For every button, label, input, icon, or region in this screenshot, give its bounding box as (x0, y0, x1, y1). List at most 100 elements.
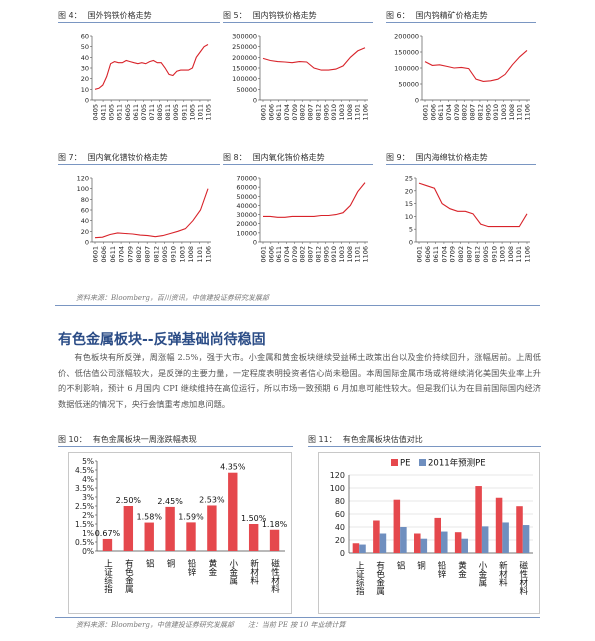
fig6-xtick-label: 0611 (437, 104, 445, 121)
fig11-ytick-label: 60 (335, 510, 345, 519)
fig11-category-label: 有色金属 (375, 560, 385, 596)
fig7-title: 图 7： 国内氧化镨钕价格走势 (58, 153, 168, 162)
fig11-ytick-label: 20 (335, 536, 345, 545)
fig5-xtick-label: 0905 (322, 104, 330, 121)
fig11-bar-forecast-pe (522, 525, 530, 553)
fig10-title-rule (58, 446, 293, 447)
fig8-ytick-label: 0 (253, 239, 257, 247)
fig9-xtick-label: 0606 (424, 246, 432, 263)
fig4-ytick-label: 30 (81, 65, 89, 73)
fig6-xtick-label: 0905 (484, 104, 492, 121)
fig10-bar (186, 522, 196, 551)
fig10-bar (207, 505, 217, 551)
fig11-category-label: 磁性材料 (518, 560, 528, 596)
fig7-xtick-label: 1101 (196, 246, 204, 263)
fig10-category-label: 新材料 (249, 558, 259, 585)
fig7-ytick-label: 100 (77, 185, 89, 193)
fig9-xtick-label: 1101 (515, 246, 523, 263)
fig11-category-label: 黄金 (456, 560, 466, 578)
fig9-title-rule (386, 164, 536, 165)
fig6-xtick-label: 1101 (516, 104, 524, 121)
fig7-ytick-label: 80 (81, 196, 89, 204)
fig5-ytick-label: 150000 (232, 65, 257, 73)
fig7-ytick-label: 0 (85, 239, 89, 247)
fig4-ytick-label: 50 (81, 43, 89, 51)
fig10-category-label: 黄金 (207, 558, 217, 576)
fig6-price-line (424, 49, 528, 82)
fig10-title: 图 10： 有色金属板块一周涨跌幅表现 (58, 435, 197, 444)
fig6-xtick-label: 0601 (422, 104, 430, 121)
fig5-ytick-label: 50000 (236, 86, 257, 94)
fig6-ytick-label: 100000 (394, 65, 419, 73)
fig9-xtick-label: 1003 (499, 246, 507, 263)
fig5-price-line (262, 47, 366, 71)
fig9-xtick-label: 0812 (474, 246, 482, 263)
fig10-ytick-label: 2% (82, 511, 94, 520)
fig8-xtick-label: 0606 (267, 246, 275, 263)
fig6-xtick-label: 0812 (476, 104, 484, 121)
fig11-category-label: 上证综指 (354, 561, 364, 596)
fig9-ytick-label: 10 (405, 213, 413, 221)
fig7-xtick-label: 0905 (161, 246, 169, 263)
fig8-title-rule (223, 164, 373, 165)
fig6-xtick-label: 1003 (500, 104, 508, 121)
fig4-title: 图 4： 国外钨铁价格走势 (58, 11, 152, 20)
source-note-top: 资料来源：Bloomberg，百川资讯，中信建投证券研究发展部 (76, 294, 269, 302)
fig9-xtick-label: 0910 (490, 246, 498, 263)
fig10-ytick-label: 1% (82, 529, 94, 538)
fig8-ytick-label: 60000 (236, 184, 257, 192)
body-paragraph: 有色板块有所反弹，周涨幅 2.5%，强于大市。小金属和黄金板块继续受益稀土政策出… (58, 352, 541, 409)
fig6-xtick-label: 0606 (429, 104, 437, 121)
fig5-xtick-label: 1101 (354, 104, 362, 121)
fig9-ytick-label: 20 (405, 187, 413, 195)
fig5-ytick-label: 300000 (232, 33, 257, 41)
fig4-panel: 0 10 20 30 40 50 60 0405 0411 0505 0511 0605 0611 070… (62, 30, 217, 142)
fig8-ytick-label: 50000 (236, 193, 257, 201)
fig4-xtick-label: 0811 (164, 104, 172, 121)
fig7-price-line (94, 188, 209, 239)
fig8-xtick-label: 0802 (299, 246, 307, 263)
fig11-category-label: 铝 (395, 560, 405, 570)
fig10-bar (123, 506, 134, 551)
fig8-xtick-label: 0709 (291, 246, 299, 263)
fig4-ytick-label: 40 (81, 54, 89, 62)
fig7-ytick-label: 60 (81, 207, 89, 215)
fig11-title-rule (308, 446, 541, 447)
fig6-xtick-label: 1106 (524, 104, 532, 121)
fig5-ytick-label: 100000 (232, 75, 257, 83)
fig10-bar (269, 529, 280, 551)
fig11-bar-forecast-pe (461, 538, 468, 553)
fig11-bar-pe (373, 520, 380, 553)
fig11-category-label: 铜 (416, 560, 426, 570)
fig10-data-label: 1.58% (137, 513, 163, 522)
fig5-ytick-label: 200000 (232, 54, 257, 62)
fig9-xtick-label: 0611 (432, 246, 440, 263)
fig10-panel: 0% 0.5% 1% 1.5% 2% 2.5% 3% 3.5% 4% 4.5% 5% 0.67% 上证综… (68, 452, 292, 614)
fig11-bar-pe (495, 497, 503, 553)
fig4-xtick-label: 1105 (205, 104, 213, 121)
fig10-ytick-label: 2.5% (75, 502, 94, 511)
fig11-category-label: 小金属 (477, 560, 487, 587)
fig9-title: 图 9： 国内海绵钛价格走势 (386, 153, 488, 162)
fig11-ytick-label: 100 (330, 484, 345, 493)
fig6-xtick-label: 1008 (508, 104, 516, 121)
fig10-data-label: 2.45% (157, 497, 183, 506)
fig11-ytick-label: 80 (335, 497, 345, 506)
fig6-title: 图 6： 国内钨精矿价格走势 (386, 11, 488, 20)
fig6-chart: 0 50000 100000 150000 200000 0601 0606 0611 0704… (394, 33, 532, 121)
fig4-xtick-label: 1011 (196, 104, 204, 121)
fig10-category-label: 磁性材料 (270, 558, 280, 594)
fig5-xtick-label: 1106 (362, 104, 370, 121)
fig11-legend-label: 2011年预测PE (428, 458, 486, 469)
fig5-chart: 0 50000 100000 150000 200000 250000 300000 0601… (232, 33, 370, 121)
fig9-xtick-label: 0709 (449, 246, 457, 263)
fig8-xtick-label: 1106 (362, 246, 370, 263)
fig4-price-line (94, 44, 209, 90)
fig7-xtick-label: 0812 (152, 246, 160, 263)
fig5-ytick-label: 250000 (232, 43, 257, 51)
fig11-legend-swatch (419, 459, 426, 466)
fig11-chart: 0 20 40 60 80 100 120 上证综指 有色金属铝 铜铅锌 黄金 小金属 新材料 磁性材料 P… (330, 458, 533, 596)
fig9-xtick-label: 0905 (482, 246, 490, 263)
fig9-ytick-label: 15 (405, 200, 413, 208)
